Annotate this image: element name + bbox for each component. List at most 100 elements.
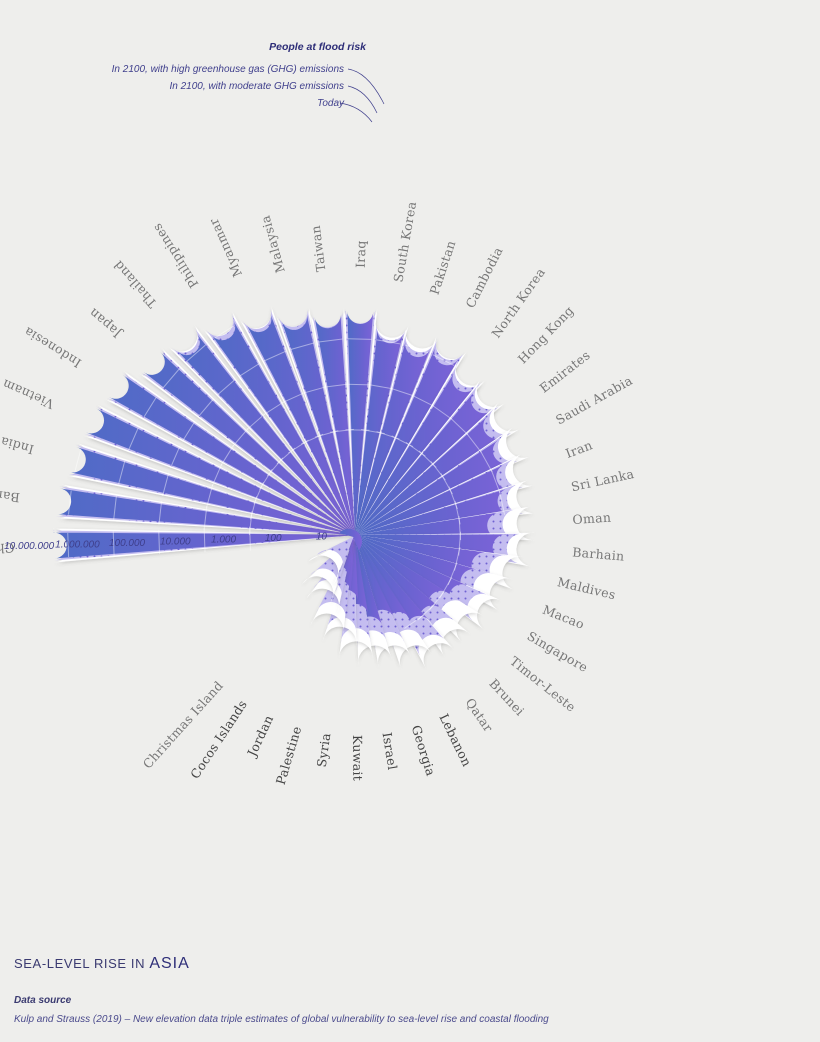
country-bar-malaysia	[275, 305, 355, 533]
grid-tick	[454, 500, 461, 525]
country-label-maldives: Maldives	[556, 574, 617, 602]
grid-tick	[448, 486, 458, 510]
country-label-emirates: Emirates	[537, 347, 593, 395]
grid-tick	[74, 449, 82, 473]
country-label-lebanon: Lebanon	[436, 711, 474, 769]
country-label-sri-lanka: Sri Lanka	[570, 466, 636, 494]
bar-today	[56, 488, 353, 535]
grid-tick	[113, 495, 117, 520]
bar-today	[356, 391, 494, 534]
grid-tick	[206, 484, 214, 508]
grid-tick	[67, 533, 70, 558]
country-label-oman: Oman	[572, 510, 612, 528]
country-bar-taiwan	[310, 308, 355, 533]
country-bar-india	[66, 442, 353, 535]
grid-tick	[112, 531, 115, 556]
grid-tick	[276, 447, 296, 465]
country-bar-myanmar	[239, 304, 355, 533]
country-bar-oman	[357, 506, 535, 541]
bar-today	[355, 340, 431, 533]
grid-tick	[324, 383, 349, 388]
legend: People at flood risk In 2100, with high …	[112, 41, 385, 123]
y-tick-label: 1.000	[211, 535, 236, 546]
grid-tick	[411, 394, 434, 407]
country-label-iran: Iran	[563, 437, 594, 461]
country-bar-iraq	[343, 306, 378, 533]
grid-tick	[253, 481, 264, 505]
grid-tick	[458, 516, 462, 541]
grid-tick	[249, 496, 258, 520]
title-region: ASIA	[149, 955, 190, 972]
country-label-malaysia: Malaysia	[257, 213, 287, 274]
grid-tick	[391, 435, 414, 448]
grid-tick	[248, 511, 253, 536]
country-label-bangladesh: Bangladesh	[0, 482, 21, 506]
bar-today	[143, 351, 354, 534]
grid-tick	[128, 427, 139, 451]
grid-tick	[259, 468, 273, 490]
grid-tick	[404, 614, 425, 629]
grid-tick	[429, 590, 445, 611]
country-label-pakistan: Pakistan	[427, 238, 459, 296]
grid-tick	[118, 460, 126, 485]
legend-item-high: In 2100, with high greenhouse gas (GHG) …	[112, 64, 344, 75]
grid-tick	[431, 404, 453, 420]
source-text: Kulp and Strauss (2019) – New elevation …	[14, 1014, 549, 1025]
country-bar-iran	[357, 452, 536, 535]
bars-layer	[52, 304, 538, 670]
country-bar-sri-lanka	[357, 479, 538, 535]
bar-today	[355, 537, 411, 631]
bar-today	[347, 310, 374, 533]
bar-today	[108, 374, 353, 534]
grid-tick	[315, 430, 339, 438]
country-bar-timor-leste	[356, 536, 485, 643]
grid-tick	[239, 362, 260, 377]
grid-tick	[376, 339, 401, 345]
bar-today	[246, 313, 355, 533]
grid-tick	[418, 450, 437, 468]
bar-today	[356, 536, 442, 628]
bar-today	[339, 528, 362, 551]
country-label-syria: Syria	[314, 732, 334, 769]
bar-today	[357, 488, 514, 535]
grid-tick	[480, 450, 493, 473]
country-label-qatar: Qatar	[463, 695, 497, 735]
grid-tick	[203, 528, 206, 553]
grid-tick	[329, 428, 354, 433]
legend-title: People at flood risk	[269, 41, 367, 53]
bar-today	[355, 537, 395, 627]
grid-tick	[263, 350, 287, 362]
source-label: Data source	[14, 995, 72, 1006]
grid-tick	[439, 577, 453, 599]
grid-tick	[197, 398, 214, 418]
grid-tick	[368, 384, 393, 390]
country-bar-japan	[138, 346, 354, 534]
grid-tick	[216, 378, 236, 396]
grid-tick	[163, 368, 180, 388]
country-label-south-korea: South Korea	[390, 200, 419, 283]
grid-tick	[181, 420, 196, 442]
grid-tick	[499, 491, 506, 515]
country-label-japan: Japan	[86, 305, 126, 342]
country-bar-saudi-arabia	[357, 426, 532, 534]
grid-tick	[430, 460, 446, 481]
country-label-hong-kong: Hong Kong	[515, 303, 577, 367]
title-prefix: SEA-LEVEL RISE IN	[14, 956, 146, 971]
grid-tick	[203, 506, 208, 530]
grid-tick	[288, 439, 309, 454]
country-label-jordan: Jordan	[243, 713, 276, 761]
country-label-india: India	[0, 434, 35, 457]
grid-tick	[405, 344, 429, 354]
legend-item-moderate: In 2100, with moderate GHG emissions	[169, 81, 344, 92]
grid-tick	[158, 500, 163, 525]
country-bar-georgia	[355, 537, 412, 668]
country-label-thailand: Thailand	[110, 258, 159, 311]
grid-tick	[432, 354, 455, 366]
grid-tick	[158, 529, 161, 554]
grid-tick	[282, 392, 305, 403]
bar-today	[177, 333, 354, 534]
grid-tick	[302, 386, 327, 394]
y-tick-label: 10.000.000	[4, 541, 54, 552]
country-bar-lebanon	[355, 537, 433, 670]
bar-today	[85, 408, 353, 535]
